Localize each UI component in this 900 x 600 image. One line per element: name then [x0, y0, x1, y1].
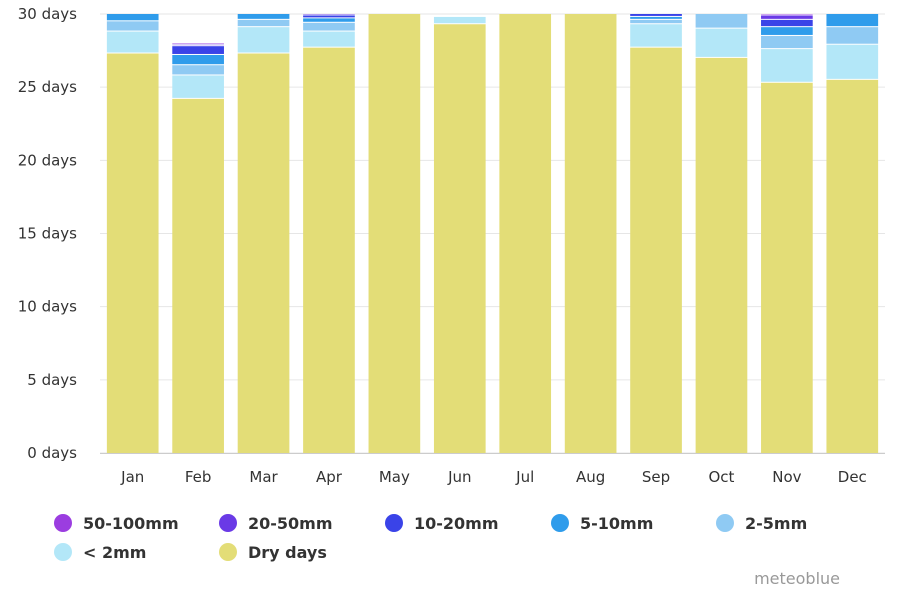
- bar-segment: [172, 54, 224, 65]
- legend-label: 20-50mm: [248, 514, 333, 533]
- legend-marker: [219, 514, 237, 532]
- bar-segment: [172, 65, 224, 75]
- bar-segment: [761, 27, 813, 35]
- bar-segment: [433, 16, 486, 24]
- bar-segment: [106, 31, 159, 53]
- y-tick-label: 25 days: [18, 78, 77, 96]
- bar-segment: [761, 49, 813, 82]
- legend-marker: [219, 543, 237, 561]
- bar-segment: [826, 79, 879, 453]
- legend-item[interactable]: 2-5mm: [716, 514, 807, 533]
- bar-segment: [761, 19, 813, 27]
- bar-segment: [630, 19, 682, 24]
- legend-item[interactable]: 50-100mm: [54, 514, 179, 533]
- legend-marker: [716, 514, 734, 532]
- bar-segment: [237, 53, 290, 453]
- bar-segment: [303, 15, 355, 18]
- y-tick-label: 10 days: [18, 298, 77, 316]
- x-tick-label: Aug: [576, 468, 605, 486]
- y-tick-label: 5 days: [27, 371, 77, 389]
- bar-segment: [433, 24, 486, 453]
- x-tick-label: Nov: [772, 468, 801, 486]
- bar-segment: [630, 16, 682, 19]
- legend-label: 10-20mm: [414, 514, 499, 533]
- x-tick-label: Oct: [708, 468, 734, 486]
- x-tick-label: Jul: [515, 468, 534, 486]
- bar-segment: [106, 14, 159, 21]
- bar-segment: [695, 14, 748, 28]
- bar-segment: [303, 22, 355, 31]
- legend-marker: [385, 514, 403, 532]
- bar-segment: [106, 21, 159, 31]
- grid-lines: [100, 13, 885, 454]
- legend-item[interactable]: Dry days: [219, 543, 327, 562]
- bar-segment: [695, 28, 748, 57]
- x-tick-label: May: [379, 468, 410, 486]
- bar-segment: [303, 47, 355, 453]
- bar-segment: [368, 14, 421, 453]
- y-tick-label: 20 days: [18, 151, 77, 169]
- bar-segment: [106, 53, 159, 453]
- bar-segment: [237, 27, 290, 53]
- legend-item[interactable]: < 2mm: [54, 543, 146, 562]
- x-axis-ticks: Jan Feb Mar Apr May Jun Jul Aug Sep Oct Nov Dec: [120, 468, 867, 486]
- bar-stacks: [106, 14, 879, 454]
- legend-item[interactable]: 10-20mm: [385, 514, 499, 533]
- bar-segment: [630, 47, 682, 453]
- bar-segment: [826, 14, 879, 27]
- legend-label: 50-100mm: [83, 514, 179, 533]
- bar-segment: [564, 14, 617, 453]
- bar-segment: [172, 75, 224, 98]
- legend-item[interactable]: 20-50mm: [219, 514, 333, 533]
- legend: 50-100mm 20-50mm 10-20mm 5-10mm 2-5mm < 2mm Dr…: [54, 514, 807, 562]
- legend-marker: [54, 543, 72, 561]
- y-tick-label: 15 days: [18, 225, 77, 243]
- bar-segment: [237, 19, 290, 27]
- legend-label: Dry days: [248, 543, 327, 562]
- legend-label: 5-10mm: [580, 514, 653, 533]
- bar-segment: [499, 14, 552, 453]
- x-tick-label: Feb: [185, 468, 212, 486]
- y-axis-ticks: 0 days 5 days 10 days 15 days 20 days 25 days…: [18, 5, 77, 462]
- x-tick-label: Mar: [249, 468, 278, 486]
- x-tick-label: Jan: [120, 468, 144, 486]
- x-tick-label: Apr: [316, 468, 343, 486]
- legend-item[interactable]: 5-10mm: [551, 514, 653, 533]
- x-tick-label: Jun: [447, 468, 471, 486]
- legend-label: 2-5mm: [745, 514, 807, 533]
- bar-segment: [761, 82, 813, 453]
- legend-label: < 2mm: [83, 543, 146, 562]
- legend-marker: [54, 514, 72, 532]
- bar-segment: [761, 35, 813, 49]
- x-tick-label: Sep: [642, 468, 670, 486]
- bar-segment: [237, 14, 290, 19]
- bar-segment: [695, 57, 748, 454]
- bar-segment: [303, 31, 355, 47]
- bar-segment: [630, 24, 682, 47]
- bar-segment: [172, 46, 224, 54]
- legend-marker: [551, 514, 569, 532]
- y-tick-label: 0 days: [27, 444, 77, 462]
- bar-segment: [172, 98, 224, 453]
- y-tick-label: 30 days: [18, 5, 77, 23]
- bar-segment: [826, 44, 879, 79]
- credit-label: meteoblue: [754, 569, 840, 588]
- bar-segment: [303, 18, 355, 22]
- bar-segment: [761, 15, 813, 19]
- bar-segment: [826, 27, 879, 44]
- x-tick-label: Dec: [838, 468, 867, 486]
- bar-segment: [630, 14, 682, 16]
